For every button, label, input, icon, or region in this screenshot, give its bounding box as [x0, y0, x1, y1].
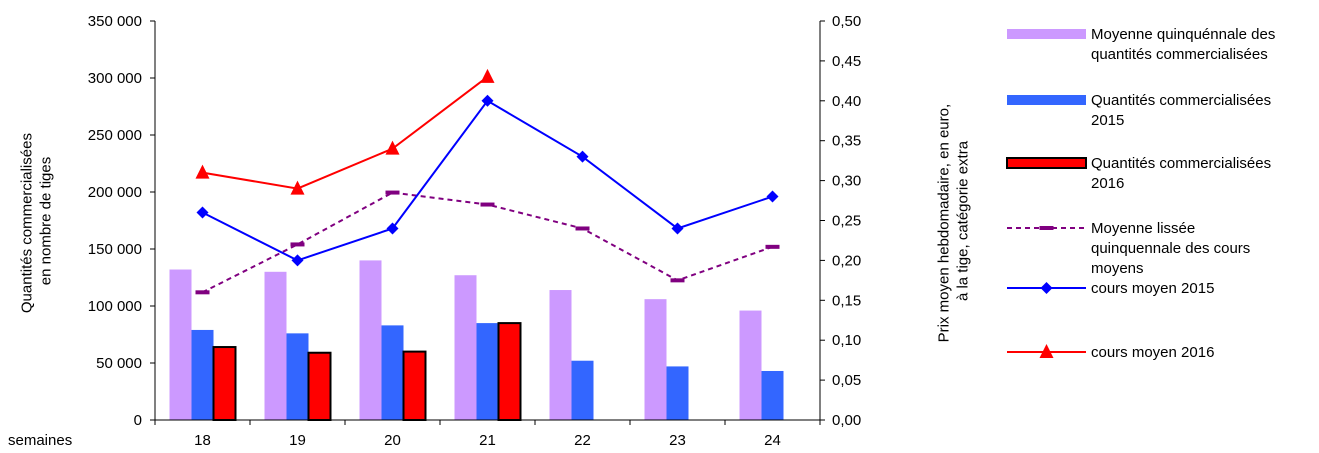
x-axis-row-label: semaines	[8, 432, 72, 449]
right-axis-tick-label: 0,10	[832, 332, 861, 349]
legend-label: 2016	[1091, 175, 1124, 192]
bar	[359, 260, 382, 420]
right-axis-title: Prix moyen hebdomadaire, en euro, à la t…	[936, 100, 972, 343]
right-axis-title-line: à la tige, catégorie extra	[954, 140, 971, 301]
left-axis-tick-label: 300 000	[88, 70, 142, 87]
x-axis-tick-label: 18	[194, 432, 211, 449]
legend-label: Quantités commercialisées	[1091, 155, 1271, 172]
left-axis-title-line: Quantités commercialisées	[19, 133, 36, 313]
right-axis-tick-label: 0,05	[832, 372, 861, 389]
line-point-dash	[385, 190, 400, 195]
legend-swatch	[1007, 29, 1086, 39]
line-point-dash	[1039, 226, 1054, 230]
line-point-diamond	[196, 206, 209, 219]
line-point-diamond	[671, 222, 684, 235]
right-axis-tick-label: 0,15	[832, 292, 861, 309]
bar	[307, 351, 332, 421]
line-point-dash	[195, 290, 210, 295]
left-axis-title-line: en nombre de tiges	[37, 157, 54, 285]
line-point-diamond	[1040, 282, 1053, 294]
bar	[169, 269, 192, 420]
legend: Moyenne quinquénnale des quantités commer…	[1006, 26, 1275, 361]
legend-label: Moyenne quinquénnale des	[1091, 26, 1275, 43]
left-axis-title: Quantités commercialisées en nombre de t…	[19, 129, 55, 313]
legend-label: Moyenne lissée	[1091, 220, 1195, 237]
series-line	[202, 76, 489, 190]
bar	[571, 360, 594, 420]
right-axis-tick-label: 0,25	[832, 213, 861, 230]
bar	[381, 325, 404, 420]
line-point-triangle	[195, 164, 210, 179]
line-point-diamond	[766, 190, 779, 203]
x-axis-tick-label: 19	[289, 432, 306, 449]
x-axis-tick-label: 22	[574, 432, 591, 449]
line-point-triangle	[1039, 344, 1054, 358]
right-axis-tick-label: 0,50	[832, 13, 861, 30]
legend-label: cours moyen 2016	[1091, 344, 1214, 361]
bar	[212, 346, 237, 422]
right-axis-tick-label: 0,30	[832, 173, 861, 190]
line-point-dash	[575, 226, 590, 231]
bar	[264, 271, 287, 420]
bar	[476, 323, 499, 420]
left-axis-tick-label: 0	[134, 412, 142, 429]
bar	[761, 370, 784, 420]
left-axis-tick-label: 100 000	[88, 298, 142, 315]
bar	[549, 290, 572, 420]
bar	[286, 333, 309, 420]
line-point-diamond	[291, 254, 304, 267]
line-point-diamond	[576, 150, 589, 163]
line-point-triangle	[385, 140, 400, 155]
x-axis-tick-label: 24	[764, 432, 781, 449]
left-axis-tick-label: 50 000	[96, 355, 142, 372]
left-axis-tick-label: 250 000	[88, 127, 142, 144]
series-line	[202, 191, 773, 294]
right-axis: 0,00 0,05 0,10 0,15 0,20 0,25 0,30 0,35 0,40 0,45…	[819, 13, 861, 429]
bars-layer	[169, 260, 784, 422]
bar	[666, 366, 689, 420]
left-axis: 0 50 000 100 000 150 000 200 000 250 000 300 0…	[88, 13, 156, 429]
line-point-dash	[765, 244, 780, 249]
x-axis-tick-label: 20	[384, 432, 401, 449]
line-point-diamond	[386, 222, 399, 235]
legend-label: Quantités commercialisées	[1091, 92, 1271, 109]
x-axis-tick-label: 21	[479, 432, 496, 449]
left-axis-tick-label: 150 000	[88, 241, 142, 258]
line-point-triangle	[290, 180, 305, 195]
line-point-dash	[290, 242, 305, 247]
line-point-dash	[670, 278, 685, 283]
bar	[402, 350, 427, 422]
bar	[739, 310, 762, 420]
bar	[644, 299, 667, 420]
legend-label: cours moyen 2015	[1091, 280, 1214, 297]
bar	[191, 329, 214, 420]
x-axis: 18 19 20 21 22 23 24	[154, 419, 821, 449]
legend-label: 2015	[1091, 112, 1124, 129]
lines-layer	[195, 68, 780, 295]
right-axis-tick-label: 0,40	[832, 93, 861, 110]
right-axis-tick-label: 0,00	[832, 412, 861, 429]
left-axis-tick-label: 350 000	[88, 13, 142, 30]
right-axis-tick-label: 0,45	[832, 53, 861, 70]
left-axis-tick-label: 200 000	[88, 184, 142, 201]
legend-swatch	[1007, 95, 1086, 105]
line-point-diamond	[481, 94, 494, 107]
bar	[497, 322, 522, 422]
right-axis-tick-label: 0,35	[832, 133, 861, 150]
legend-label: moyens	[1091, 260, 1144, 277]
legend-label: quantités commercialisées	[1091, 46, 1268, 63]
line-point-triangle	[480, 68, 495, 83]
right-axis-tick-label: 0,20	[832, 252, 861, 269]
series-line	[202, 99, 773, 262]
line-point-dash	[480, 202, 495, 207]
x-axis-tick-label: 23	[669, 432, 686, 449]
legend-label: quinquennale des cours	[1091, 240, 1250, 257]
legend-swatch	[1006, 157, 1087, 169]
right-axis-title-line: Prix moyen hebdomadaire, en euro,	[936, 104, 953, 342]
bar	[454, 275, 477, 420]
